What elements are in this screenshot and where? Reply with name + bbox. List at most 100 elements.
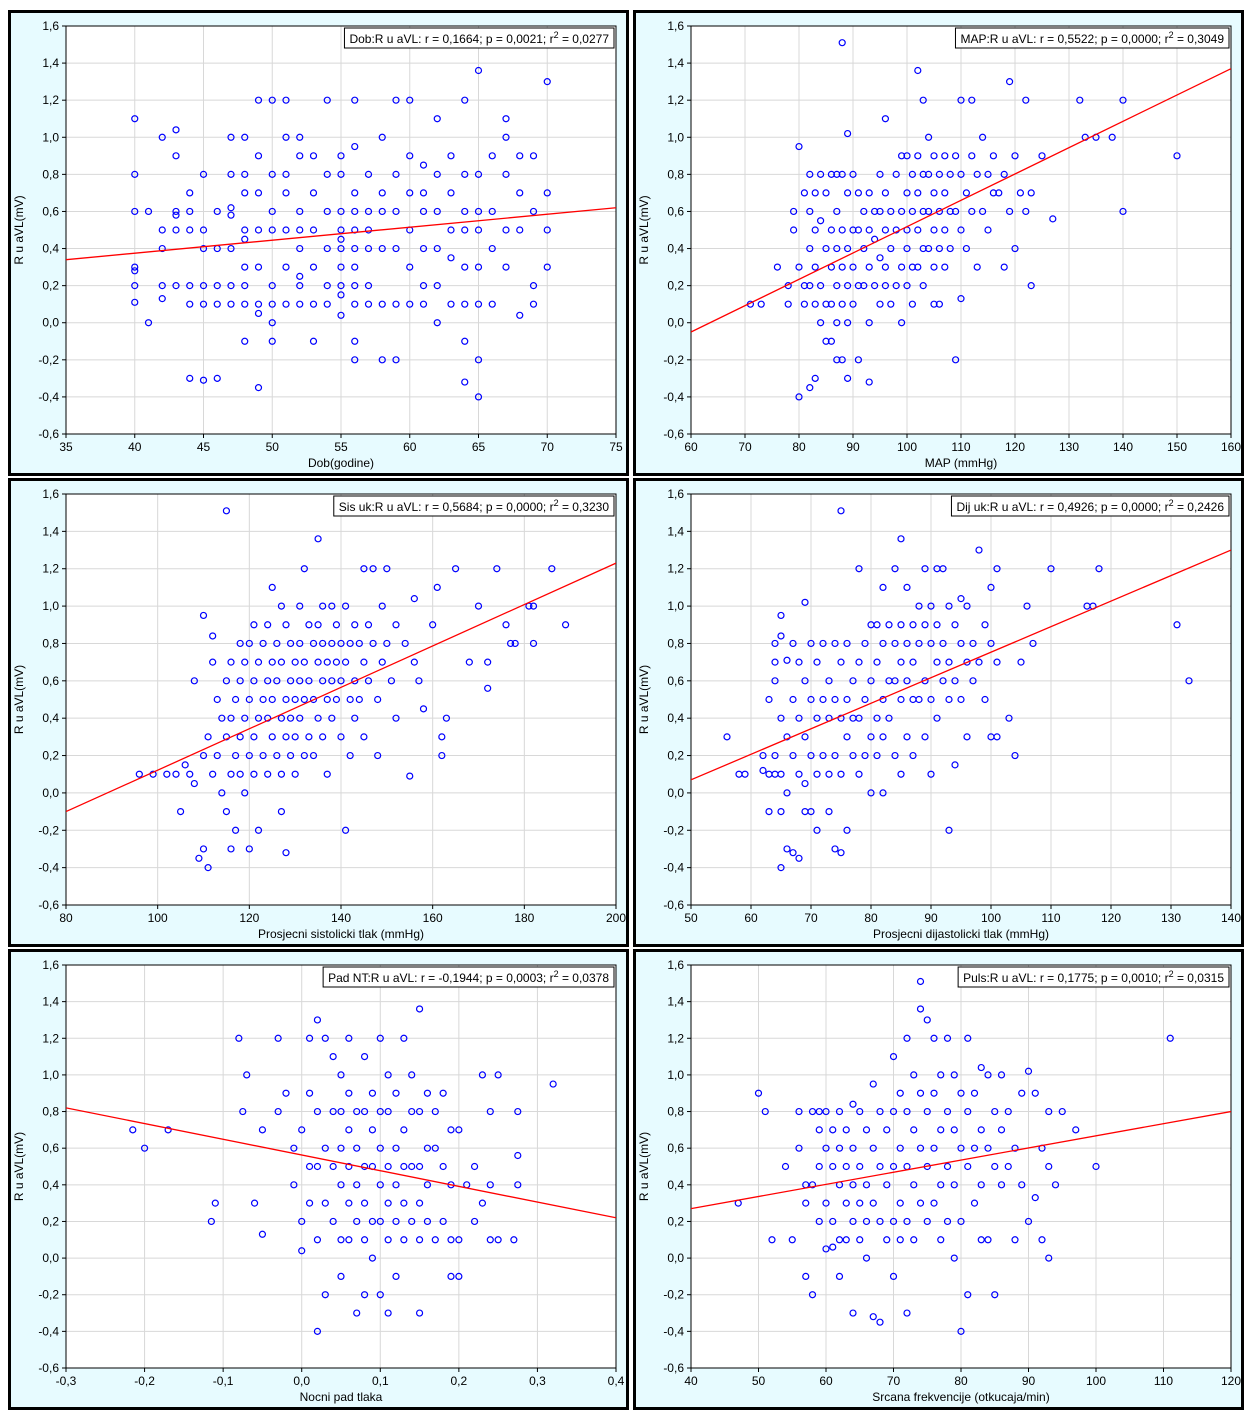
data-point — [970, 1199, 979, 1207]
x-tick-label: 110 — [1154, 1374, 1173, 1388]
data-point — [368, 1089, 377, 1097]
x-tick-label: 50 — [752, 1374, 766, 1388]
scatter-panel: 80 100 120 140 160 180 200 -0,6 -0,4 -0,2 0,0 0,2 0,… — [8, 478, 629, 947]
data-point — [158, 282, 166, 290]
data-point — [227, 211, 235, 219]
data-point — [789, 639, 797, 648]
data-point — [455, 1236, 463, 1244]
data-point — [1045, 1254, 1053, 1262]
data-point — [227, 300, 235, 308]
data-point — [808, 1291, 817, 1299]
scatter-panel: 50 60 70 80 90 100 110 120 130 140 -0,6 -0,4 -0,2 0,0… — [633, 478, 1244, 947]
y-tick-label: 0,8 — [667, 636, 684, 650]
data-point — [849, 1309, 857, 1317]
data-point — [943, 1162, 952, 1171]
data-point — [199, 376, 208, 384]
data-point — [337, 226, 345, 234]
data-point — [916, 977, 925, 986]
data-point — [909, 621, 917, 629]
data-point — [903, 639, 911, 648]
data-point — [861, 751, 869, 760]
data-point — [865, 263, 873, 271]
data-point — [410, 658, 418, 666]
data-point — [353, 1309, 361, 1317]
x-tick-label: 120 — [1101, 911, 1121, 925]
data-point — [384, 1199, 392, 1207]
data-point — [903, 1217, 911, 1226]
data-point — [964, 1034, 972, 1042]
data-point — [514, 1151, 522, 1160]
plot-frame — [65, 493, 617, 906]
data-point — [957, 226, 965, 234]
data-point — [415, 1162, 424, 1171]
data-point — [849, 226, 857, 234]
data-point — [768, 1236, 776, 1244]
data-point — [811, 300, 819, 308]
data-point — [879, 733, 887, 741]
data-point — [474, 66, 483, 75]
stats-box — [322, 966, 615, 988]
data-point — [781, 1162, 790, 1171]
data-point — [819, 751, 827, 760]
data-point — [329, 1052, 337, 1061]
data-point — [376, 1217, 384, 1226]
data-point — [1018, 1089, 1026, 1097]
data-point — [296, 226, 304, 234]
data-point — [410, 595, 418, 603]
data-point — [392, 207, 400, 216]
data-point — [827, 337, 835, 345]
data-point — [305, 677, 313, 685]
data-point — [801, 677, 809, 685]
y-tick-label: 0,2 — [667, 749, 684, 763]
y-tick-label: 1,0 — [667, 599, 684, 613]
data-point — [822, 244, 830, 253]
data-point — [916, 1005, 925, 1013]
data-point — [1024, 1217, 1033, 1226]
data-point — [849, 1100, 857, 1108]
x-tick-label: 60 — [403, 440, 417, 454]
data-point — [250, 677, 258, 685]
data-point — [378, 207, 386, 216]
data-point — [921, 565, 929, 573]
x-tick-label: 75 — [609, 440, 623, 454]
data-point — [925, 244, 933, 253]
y-tick-label: 0,4 — [42, 242, 59, 256]
data-point — [392, 1217, 400, 1226]
data-point — [474, 300, 483, 308]
data-point — [801, 779, 809, 788]
data-point — [250, 733, 258, 741]
x-tick-label: 70 — [541, 440, 555, 454]
data-point — [282, 733, 290, 741]
data-point — [795, 142, 803, 151]
data-point — [502, 133, 510, 141]
data-point — [241, 170, 249, 178]
data-point — [383, 639, 391, 648]
data-point — [419, 207, 428, 216]
data-point — [360, 733, 368, 741]
data-point — [889, 1162, 898, 1171]
data-point — [186, 374, 194, 382]
y-tick-label: -0,6 — [38, 427, 59, 441]
x-tick-label: 200 — [606, 911, 626, 925]
data-point — [914, 226, 922, 234]
data-point — [274, 1107, 282, 1116]
data-point — [309, 263, 318, 271]
data-point — [869, 1199, 877, 1207]
data-point — [543, 226, 551, 234]
data-point — [903, 677, 911, 685]
data-point — [300, 751, 308, 760]
data-point — [273, 751, 281, 760]
data-point — [392, 1272, 400, 1281]
data-point — [488, 152, 496, 160]
data-point — [236, 639, 244, 648]
data-point — [844, 374, 852, 382]
data-point — [783, 845, 791, 853]
data-point — [964, 1107, 972, 1116]
data-point — [431, 1144, 439, 1152]
data-point — [876, 207, 884, 216]
y-tick-label: 1,4 — [42, 524, 59, 538]
data-point — [1011, 152, 1019, 160]
data-point — [856, 1107, 864, 1116]
data-point — [254, 300, 263, 308]
data-point — [465, 658, 473, 666]
